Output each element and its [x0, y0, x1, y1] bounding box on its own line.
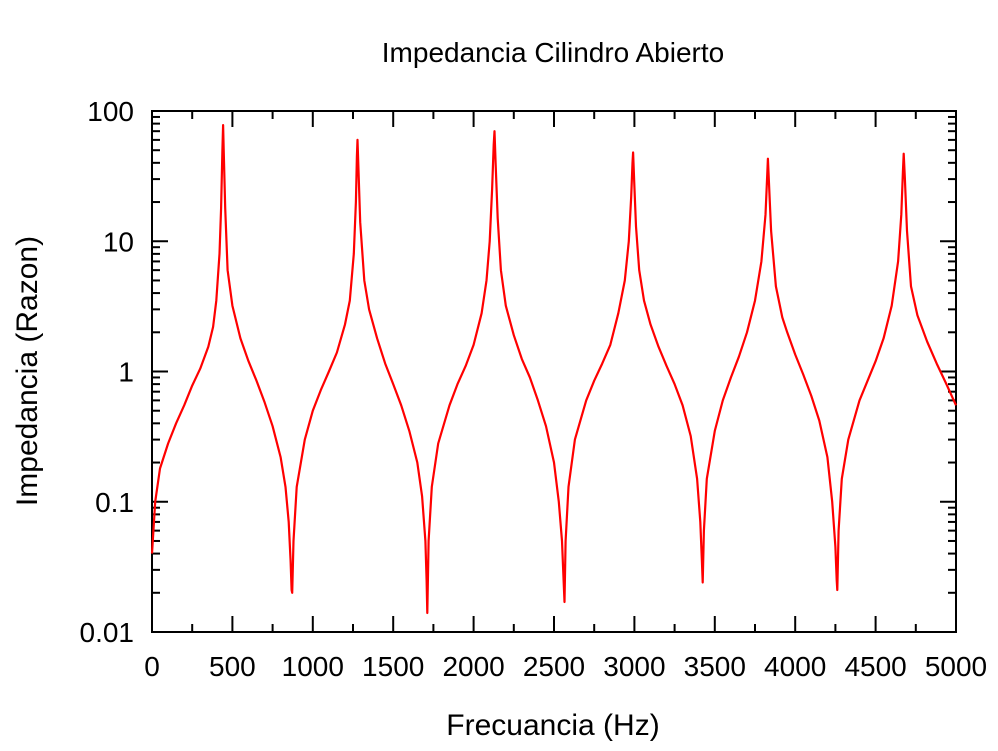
x-tick-label: 3000: [603, 651, 665, 682]
y-tick-label: 1: [118, 357, 134, 388]
x-tick-label: 2500: [523, 651, 585, 682]
y-tick-label: 0.1: [95, 487, 134, 518]
y-tick-label: 10: [103, 226, 134, 257]
x-tick-labels: 0 500 1000 1500 2000 2500 3000 3500 4000 4500 5000: [144, 651, 987, 682]
impedance-series-line: [150, 124, 958, 615]
x-axis-label: Frecuancia (Hz): [446, 709, 659, 742]
x-tick-label: 0: [144, 651, 160, 682]
x-tick-label: 4500: [844, 651, 906, 682]
y-tick-labels: 0.01 0.1 1 10 100: [80, 96, 135, 648]
x-tick-label: 4000: [764, 651, 826, 682]
y-axis-label: Impedancia (Razon): [11, 236, 44, 506]
y-tick-label: 100: [87, 96, 134, 127]
x-tick-label: 1500: [362, 651, 424, 682]
x-tick-label: 3500: [684, 651, 746, 682]
x-tick-label: 5000: [925, 651, 987, 682]
x-tick-label: 1000: [282, 651, 344, 682]
x-tick-label: 500: [209, 651, 256, 682]
chart-title: Impedancia Cilindro Abierto: [382, 37, 724, 68]
x-tick-label: 2000: [442, 651, 504, 682]
axis-ticks: [151, 110, 957, 633]
y-tick-label: 0.01: [80, 617, 135, 648]
